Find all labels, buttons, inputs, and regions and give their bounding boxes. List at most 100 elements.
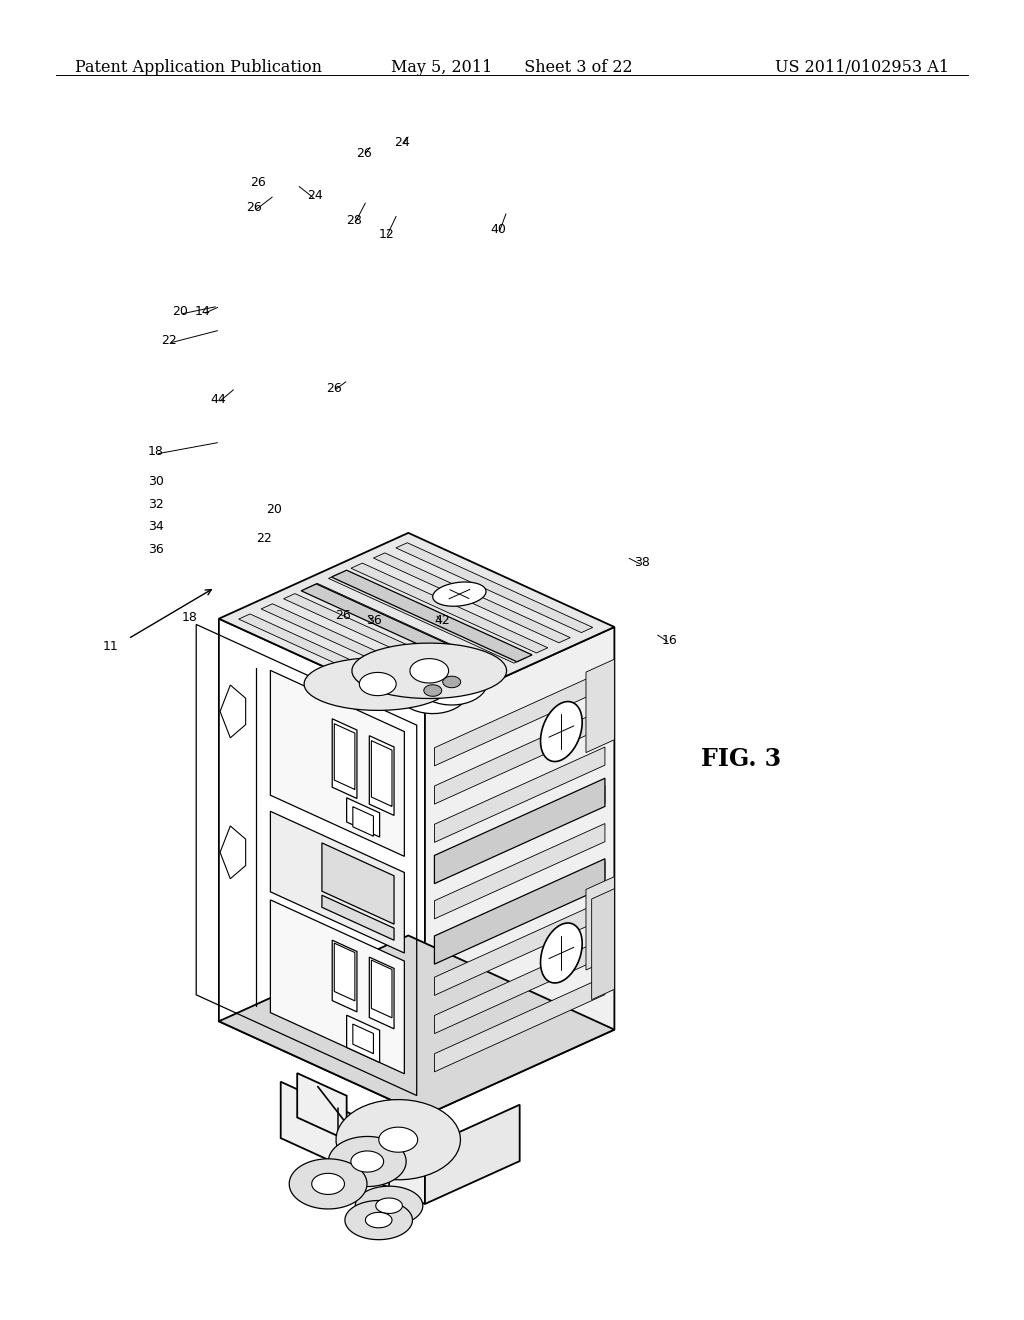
Text: 20: 20 [266, 503, 283, 516]
Polygon shape [347, 797, 380, 837]
Polygon shape [261, 603, 458, 693]
Text: 26: 26 [246, 201, 262, 214]
Polygon shape [434, 859, 605, 964]
Polygon shape [434, 862, 605, 957]
Polygon shape [284, 594, 480, 684]
Polygon shape [433, 582, 486, 606]
Text: 36: 36 [366, 614, 382, 627]
Polygon shape [281, 1081, 425, 1204]
Text: 26: 26 [250, 176, 266, 189]
Polygon shape [351, 564, 548, 653]
Polygon shape [592, 888, 614, 999]
Polygon shape [351, 1151, 384, 1172]
Polygon shape [334, 944, 355, 1001]
Polygon shape [586, 659, 614, 752]
Polygon shape [239, 614, 435, 704]
Polygon shape [434, 671, 605, 766]
Polygon shape [379, 657, 423, 677]
Text: 22: 22 [161, 334, 177, 347]
Polygon shape [359, 672, 396, 696]
Polygon shape [355, 1187, 423, 1225]
Text: 30: 30 [147, 475, 164, 488]
Polygon shape [372, 960, 392, 1018]
Polygon shape [301, 583, 502, 676]
Polygon shape [347, 1015, 380, 1063]
Polygon shape [322, 843, 394, 924]
Polygon shape [374, 553, 570, 643]
Text: 28: 28 [346, 214, 362, 227]
Polygon shape [332, 940, 357, 1012]
Text: 36: 36 [147, 543, 164, 556]
Text: 42: 42 [434, 614, 451, 627]
Polygon shape [370, 735, 394, 816]
Text: 20: 20 [172, 305, 188, 318]
Text: 34: 34 [147, 520, 164, 533]
Polygon shape [370, 957, 394, 1028]
Polygon shape [322, 895, 394, 940]
Text: 18: 18 [181, 611, 198, 624]
Text: 40: 40 [490, 223, 507, 236]
Polygon shape [329, 573, 525, 663]
Polygon shape [353, 807, 374, 837]
Text: 18: 18 [147, 445, 164, 458]
Polygon shape [304, 657, 452, 710]
Text: 14: 14 [195, 305, 211, 318]
Polygon shape [306, 583, 503, 673]
Polygon shape [541, 701, 583, 762]
Polygon shape [442, 676, 461, 688]
Text: US 2011/0102953 A1: US 2011/0102953 A1 [775, 59, 949, 77]
Text: 24: 24 [394, 136, 411, 149]
Polygon shape [270, 812, 404, 953]
Polygon shape [425, 1105, 519, 1204]
Text: Patent Application Publication: Patent Application Publication [75, 59, 322, 77]
Polygon shape [289, 1159, 367, 1209]
Text: May 5, 2011  Sheet 3 of 22: May 5, 2011 Sheet 3 of 22 [391, 59, 633, 77]
Polygon shape [332, 570, 532, 661]
Polygon shape [416, 659, 487, 705]
Polygon shape [397, 668, 469, 714]
Polygon shape [396, 543, 593, 632]
Polygon shape [376, 1199, 402, 1213]
Polygon shape [434, 939, 605, 1034]
Text: 26: 26 [326, 381, 342, 395]
Text: 12: 12 [378, 228, 394, 242]
Polygon shape [434, 709, 605, 804]
Polygon shape [379, 1127, 418, 1152]
Polygon shape [334, 723, 355, 789]
Polygon shape [353, 1024, 374, 1053]
Polygon shape [270, 900, 404, 1073]
Text: 24: 24 [307, 189, 324, 202]
Text: 44: 44 [210, 393, 226, 407]
Text: 38: 38 [634, 556, 650, 569]
Polygon shape [425, 627, 614, 1115]
Polygon shape [219, 533, 614, 713]
Polygon shape [336, 1100, 461, 1180]
Polygon shape [220, 685, 246, 738]
Polygon shape [424, 685, 441, 696]
Polygon shape [352, 643, 507, 698]
Polygon shape [372, 741, 392, 807]
Text: 26: 26 [335, 609, 351, 622]
Polygon shape [219, 619, 425, 1115]
Text: 26: 26 [355, 147, 372, 160]
Polygon shape [311, 1173, 344, 1195]
Text: 22: 22 [256, 532, 272, 545]
Polygon shape [434, 779, 605, 883]
Polygon shape [220, 826, 246, 879]
Polygon shape [219, 936, 614, 1115]
Polygon shape [297, 1073, 347, 1140]
Polygon shape [541, 923, 583, 983]
Polygon shape [434, 785, 605, 880]
Polygon shape [270, 671, 404, 857]
Text: 16: 16 [662, 634, 678, 647]
Text: 32: 32 [147, 498, 164, 511]
Polygon shape [434, 900, 605, 995]
Polygon shape [345, 1200, 413, 1239]
Polygon shape [329, 1137, 407, 1187]
Polygon shape [332, 719, 357, 799]
Polygon shape [586, 876, 614, 970]
Polygon shape [434, 824, 605, 919]
Text: FIG. 3: FIG. 3 [701, 747, 781, 771]
Polygon shape [366, 1212, 392, 1228]
Polygon shape [434, 747, 605, 842]
